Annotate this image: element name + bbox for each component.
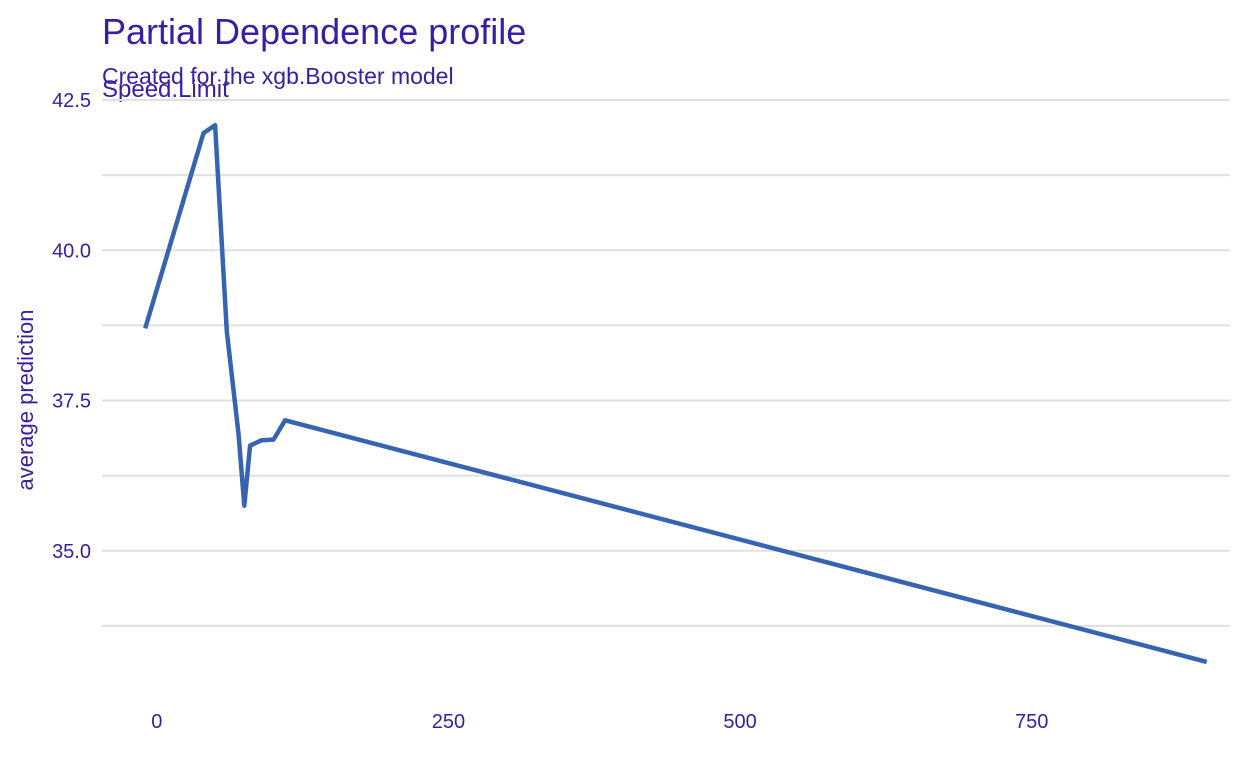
facet-label: Speed.Limit	[102, 76, 229, 103]
series-line	[143, 122, 1208, 665]
x-tick-label: 0	[151, 711, 162, 733]
chart-subtitle: Created for the xgb.Booster model	[102, 63, 454, 89]
x-axis-ticks: 0 250 500 750	[151, 711, 1048, 733]
y-axis-ticks: 35.0 37.5 40.0 42.5	[52, 90, 91, 563]
x-tick-label: 750	[1015, 711, 1048, 733]
y-tick-label: 37.5	[52, 391, 91, 413]
x-tick-label: 250	[432, 711, 465, 733]
grid-lines	[102, 99, 1230, 627]
y-tick-label: 40.0	[52, 240, 91, 262]
y-axis-label: average prediction	[13, 309, 38, 490]
series-layer	[143, 122, 1208, 665]
chart-title: Partial Dependence profile	[102, 11, 526, 52]
y-tick-label: 42.5	[52, 90, 91, 112]
x-tick-label: 500	[723, 711, 756, 733]
y-tick-label: 35.0	[52, 541, 91, 563]
